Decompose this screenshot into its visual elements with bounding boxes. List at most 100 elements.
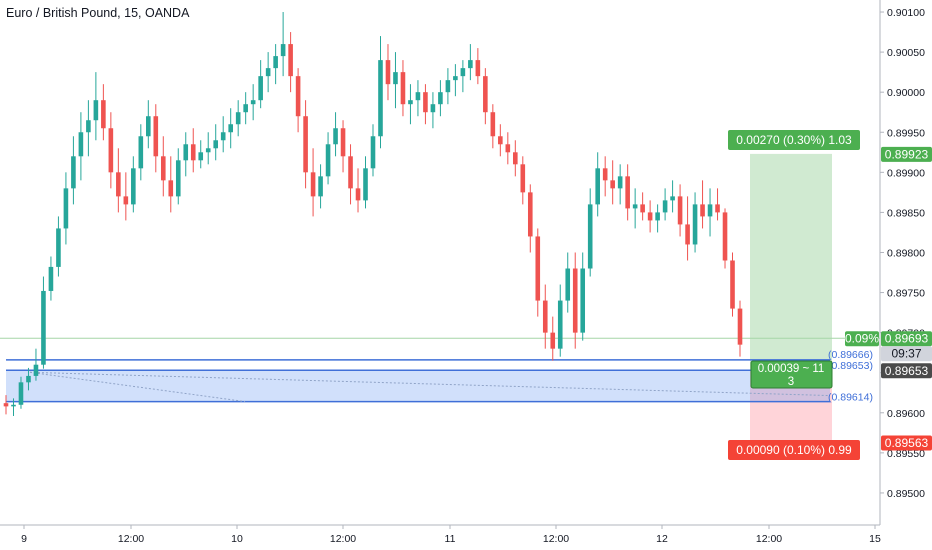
- candle-body: [677, 196, 683, 225]
- candle-body: [730, 260, 735, 309]
- candle-body: [273, 56, 278, 69]
- candle-body: [41, 290, 46, 365]
- dotted-trend-a: [29, 371, 246, 403]
- last-price-tag-bg: [881, 331, 932, 347]
- candle-body: [722, 212, 728, 261]
- candle-body: [385, 60, 391, 85]
- candle-body: [498, 136, 503, 145]
- candle-body: [33, 364, 39, 376]
- candle-body: [527, 192, 533, 237]
- candle-body: [445, 80, 451, 93]
- candle-body: [265, 68, 271, 77]
- candle-body: [123, 196, 129, 205]
- entry-label-line-1: 0.00039 ~ 11: [758, 363, 825, 375]
- price-tick-label: 0.90000: [887, 87, 925, 99]
- last-price-tag: 0.89693: [885, 332, 929, 346]
- candle-body: [580, 268, 586, 333]
- candle-body: [56, 228, 61, 267]
- candle-body: [131, 168, 136, 205]
- candle-body: [550, 332, 556, 349]
- time-tick-label: 15: [869, 533, 881, 545]
- candle-body: [168, 180, 174, 197]
- candle-body: [542, 300, 548, 333]
- candle-body: [535, 236, 541, 301]
- candle-body: [610, 180, 615, 189]
- candle-body: [475, 60, 481, 77]
- target-price-tag-bg: [881, 146, 932, 162]
- candle-body: [258, 76, 263, 101]
- candle-body: [632, 204, 638, 209]
- candle-body: [190, 144, 196, 161]
- candle-body: [692, 204, 698, 245]
- candle-body: [587, 204, 593, 269]
- candle-body: [235, 112, 241, 125]
- candle-body: [423, 92, 428, 113]
- candle-body: [86, 120, 91, 133]
- candle-body: [415, 92, 421, 101]
- entry-price-tag: 0.89653: [885, 364, 929, 378]
- entry-label-bg: [750, 360, 833, 389]
- candle-body: [220, 132, 226, 141]
- stop-price-tag: 0.89563: [885, 436, 929, 450]
- time-tick-label: 9: [21, 533, 27, 545]
- risk-label-bg: [728, 440, 860, 460]
- candle-body: [280, 44, 286, 57]
- candle-body: [26, 375, 31, 383]
- candle-body: [363, 168, 368, 201]
- candle-body: [175, 160, 181, 197]
- candle-body: [303, 116, 308, 173]
- price-tick-label: 0.89550: [887, 448, 925, 460]
- candle-body: [370, 136, 376, 169]
- candle-body: [707, 204, 713, 217]
- candle-body: [700, 204, 705, 217]
- candle-body: [213, 140, 219, 149]
- price-tick-label: 0.89500: [887, 488, 925, 500]
- price-tick-label: 0.89600: [887, 408, 925, 420]
- candle-body: [453, 76, 458, 81]
- candle-body: [48, 266, 54, 291]
- candle-body: [93, 100, 99, 121]
- candle-body: [430, 104, 436, 113]
- candle-body: [18, 382, 24, 405]
- candle-body: [116, 172, 121, 197]
- candle-body: [408, 100, 413, 105]
- risk-label: 0.00090 (0.10%) 0.99: [736, 443, 852, 457]
- candle-body: [468, 60, 473, 69]
- candle-body: [183, 144, 189, 161]
- candle-body: [310, 172, 316, 197]
- candle-body: [595, 168, 600, 205]
- candle-body: [460, 68, 466, 77]
- candle-body: [205, 148, 211, 153]
- candle-body: [715, 204, 720, 213]
- candle-body: [565, 268, 571, 301]
- candle-body: [333, 128, 338, 145]
- time-tick-label: 12:00: [756, 533, 782, 545]
- candle-body: [153, 116, 159, 157]
- candle-body: [198, 152, 204, 161]
- candle-body: [340, 128, 346, 157]
- dotted-trend-b: [29, 371, 831, 397]
- price-tick-label: 0.89800: [887, 247, 925, 259]
- upper-line-label: (0.89666): [828, 349, 873, 361]
- candle-body: [318, 176, 323, 197]
- candle-body: [3, 403, 9, 407]
- stop-price-tag-bg: [881, 435, 932, 451]
- price-tick-label: 0.89900: [887, 167, 925, 179]
- price-tick-label: 0.90100: [887, 7, 925, 19]
- timer-tag-bg: [881, 346, 932, 362]
- candle-body: [505, 144, 511, 153]
- zone-top-label: (0.89653): [828, 360, 873, 372]
- price-tick-label: 0.90050: [887, 47, 925, 59]
- change-tag-bg: [845, 331, 879, 347]
- candle-body: [138, 136, 144, 169]
- candle-body: [108, 128, 114, 173]
- candle-body: [617, 176, 623, 189]
- time-tick-label: 12:00: [543, 533, 569, 545]
- candle-body: [295, 76, 301, 117]
- candle-body: [228, 124, 233, 133]
- price-tick-label: 0.89950: [887, 127, 925, 139]
- entry-price-tag-bg: [881, 363, 932, 379]
- price-tick-label: 0.89850: [887, 207, 925, 219]
- candle-body: [146, 116, 151, 137]
